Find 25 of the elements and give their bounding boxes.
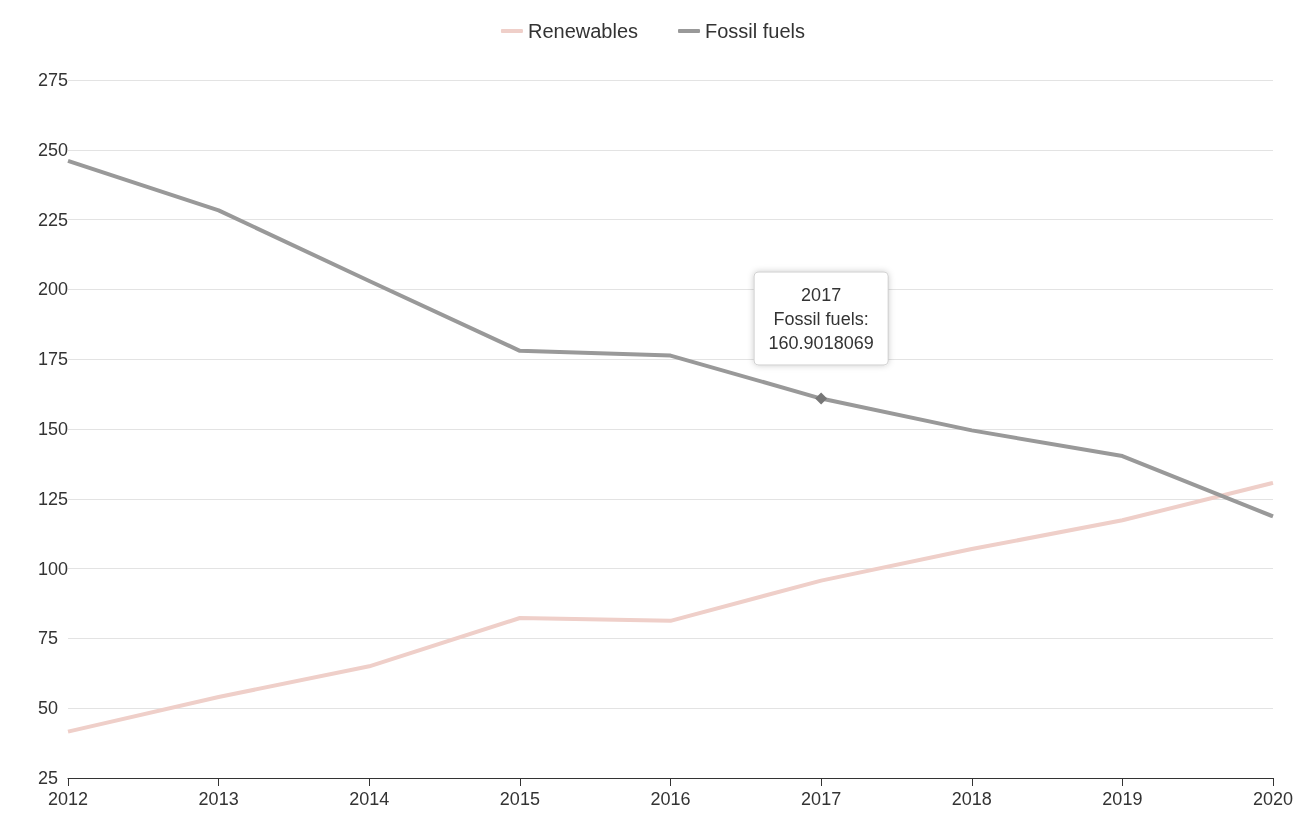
legend-label: Fossil fuels: [705, 20, 806, 42]
y-tick-label: 225: [38, 209, 69, 230]
y-tick-label: 75: [38, 628, 59, 649]
y-tick-label: 250: [38, 139, 69, 160]
legend-label: Renewables: [527, 20, 639, 42]
x-tick-label: 2020: [1252, 789, 1294, 809]
x-tick-label: 2012: [47, 789, 89, 809]
y-tick-label: 100: [38, 558, 69, 579]
y-tick-label: 50: [38, 698, 59, 719]
x-tick-label: 2015: [499, 789, 540, 809]
x-tick-label: 2013: [198, 789, 239, 809]
line-series: [66, 158, 1275, 519]
x-tick-label: 2019: [1102, 789, 1143, 809]
y-tick-label: 25: [38, 768, 59, 788]
x-tick-label: 2014: [349, 789, 390, 809]
x-tick-label: 2016: [650, 789, 691, 809]
y-tick-label: 275: [38, 70, 69, 90]
y-tick-label: 150: [38, 419, 69, 439]
annotation: 2017 Fossil fuels: 160.9018069: [768, 284, 874, 353]
x-tick-label: 2017: [801, 789, 842, 809]
y-tick-label: 200: [38, 279, 69, 300]
y-tick-label: 125: [38, 488, 69, 509]
x-tick-label: 2018: [951, 789, 992, 809]
y-tick-label: 175: [38, 349, 69, 370]
line-series: [66, 480, 1275, 734]
